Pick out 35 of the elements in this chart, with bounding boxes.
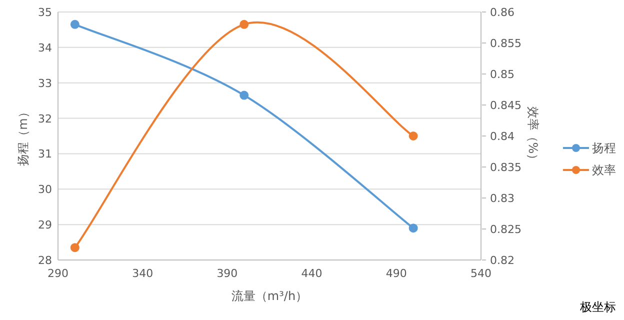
legend-label: 扬程 (592, 141, 616, 155)
text: 极坐标 (579, 300, 616, 314)
y-tick-label: 33 (38, 76, 52, 90)
x-tick-label: 290 (48, 267, 68, 280)
y-tick-label: 30 (38, 183, 52, 196)
x-tick-label: 490 (386, 267, 407, 280)
point (408, 132, 418, 140)
point (408, 224, 418, 233)
y2-tick-label: 0.85 (490, 68, 514, 81)
y2-tick-label: 0.83 (490, 192, 514, 205)
point (240, 20, 249, 29)
x-tick-label: 540 (470, 267, 492, 280)
y2-tick-label: 0.82 (490, 254, 514, 267)
x-tick-label: 440 (301, 267, 322, 280)
x-axis-title: 流量（m³/h） (231, 289, 308, 303)
legend-label: 效率 (592, 163, 616, 177)
y2-tick-label: 0.84 (490, 130, 514, 143)
y2-axis-title: 效率（%） (526, 106, 540, 166)
y2-tick-label: 0.835 (490, 161, 522, 174)
y-tick-label: 29 (38, 218, 52, 232)
y2-tick-label: 0.855 (490, 37, 522, 50)
point (240, 90, 249, 100)
y2-tick-label: 0.825 (490, 223, 522, 236)
y2-tick-label: 0.845 (490, 99, 522, 112)
y2-tick-label: 0.86 (490, 6, 514, 19)
point (70, 20, 80, 29)
y-tick-label: 32 (38, 112, 52, 126)
y-axis-title: 扬程（m） (16, 106, 30, 166)
y-tick-label: 31 (38, 148, 52, 161)
y-tick-label: 28 (38, 254, 52, 267)
y-tick-label: 35 (38, 6, 52, 19)
x-tick-label: 340 (132, 267, 154, 280)
point (70, 243, 80, 252)
y-tick-label: 34 (38, 41, 52, 54)
x-tick-label: 390 (216, 267, 238, 280)
